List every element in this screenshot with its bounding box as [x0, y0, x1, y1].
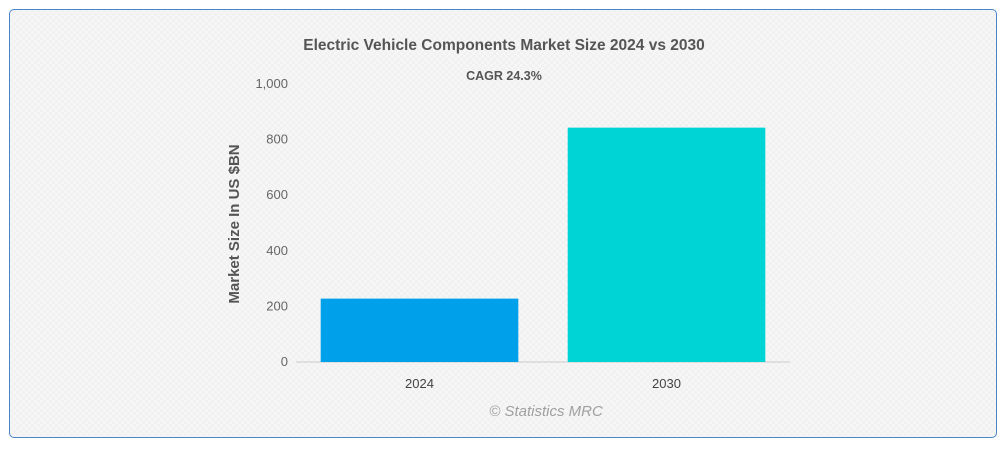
y-axis-ticks: 0 200 400 600 800 1,000 [255, 76, 288, 369]
x-tick-label: 2024 [405, 376, 434, 391]
chart-subtitle: CAGR 24.3% [466, 69, 542, 83]
y-axis-label: Market Size In US $BN [226, 144, 243, 303]
chart-frame [9, 9, 997, 438]
x-tick-label: 2030 [652, 376, 681, 391]
y-tick-label: 200 [266, 298, 288, 313]
y-tick-label: 0 [281, 354, 288, 369]
chart-credit: © Statistics MRC [489, 403, 603, 420]
bar-2024 [320, 298, 519, 362]
bar-2030 [567, 127, 766, 363]
y-tick-label: 400 [266, 243, 288, 258]
y-tick-label: 800 [266, 132, 288, 147]
y-tick-label: 600 [266, 187, 288, 202]
bars-group [320, 127, 766, 363]
chart-title: Electric Vehicle Components Market Size … [303, 37, 704, 54]
y-tick-label: 1,000 [255, 76, 288, 91]
x-axis-ticks: 2024 2030 [405, 376, 681, 391]
